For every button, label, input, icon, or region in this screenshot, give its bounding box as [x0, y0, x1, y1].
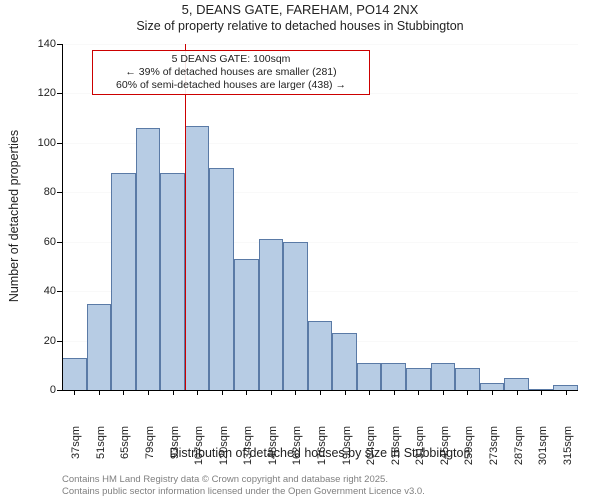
histogram-bar — [381, 363, 406, 390]
y-tick-label: 20 — [32, 335, 56, 347]
y-axis-line — [62, 44, 63, 390]
histogram-bar — [455, 368, 480, 390]
histogram-bar — [332, 333, 357, 390]
x-tick-mark — [369, 390, 370, 395]
x-tick-mark — [492, 390, 493, 395]
annotation-line2: ← 39% of detached houses are smaller (28… — [97, 66, 365, 79]
x-tick-label: 287sqm — [513, 426, 525, 476]
histogram-bar — [185, 126, 210, 390]
histogram-bar — [209, 168, 234, 390]
histogram-bar — [283, 242, 308, 390]
x-tick-label: 162sqm — [291, 426, 303, 476]
x-tick-mark — [320, 390, 321, 395]
y-tick-mark — [57, 44, 62, 45]
x-tick-mark — [148, 390, 149, 395]
histogram-bar — [357, 363, 382, 390]
annotation-line1: 5 DEANS GATE: 100sqm — [97, 53, 365, 66]
x-tick-mark — [173, 390, 174, 395]
histogram-bar — [259, 239, 284, 390]
plot-area: 5 DEANS GATE: 100sqm← 39% of detached ho… — [62, 44, 578, 390]
x-tick-label: 218sqm — [390, 426, 402, 476]
chart-title-block: 5, DEANS GATE, FAREHAM, PO14 2NX Size of… — [0, 2, 600, 34]
x-tick-mark — [517, 390, 518, 395]
x-tick-label: 190sqm — [341, 426, 353, 476]
x-tick-label: 51sqm — [95, 426, 107, 476]
marker-line — [185, 44, 186, 390]
y-tick-label: 120 — [32, 87, 56, 99]
x-tick-label: 120sqm — [218, 426, 230, 476]
x-tick-label: 93sqm — [169, 426, 181, 476]
x-tick-mark — [197, 390, 198, 395]
histogram-bar — [480, 383, 505, 390]
x-tick-label: 245sqm — [439, 426, 451, 476]
histogram-bar — [431, 363, 456, 390]
y-tick-mark — [57, 192, 62, 193]
x-tick-mark — [541, 390, 542, 395]
y-axis-title: Number of detached properties — [7, 116, 21, 316]
x-tick-mark — [271, 390, 272, 395]
x-tick-mark — [345, 390, 346, 395]
x-tick-label: 315sqm — [562, 426, 574, 476]
x-tick-mark — [566, 390, 567, 395]
x-tick-label: 148sqm — [267, 426, 279, 476]
chart-title-line1: 5, DEANS GATE, FAREHAM, PO14 2NX — [0, 2, 600, 18]
histogram-bar — [62, 358, 87, 390]
x-tick-mark — [222, 390, 223, 395]
x-tick-label: 259sqm — [463, 426, 475, 476]
y-tick-mark — [57, 341, 62, 342]
histogram-bar — [87, 304, 112, 391]
histogram-bar — [406, 368, 431, 390]
x-tick-mark — [394, 390, 395, 395]
y-tick-mark — [57, 291, 62, 292]
x-tick-label: 301sqm — [537, 426, 549, 476]
y-tick-label: 40 — [32, 285, 56, 297]
y-tick-mark — [57, 93, 62, 94]
chart-root: 5, DEANS GATE, FAREHAM, PO14 2NX Size of… — [0, 0, 600, 500]
x-tick-label: 107sqm — [193, 426, 205, 476]
x-tick-mark — [246, 390, 247, 395]
x-tick-label: 273sqm — [488, 426, 500, 476]
x-tick-mark — [418, 390, 419, 395]
x-tick-mark — [74, 390, 75, 395]
y-tick-label: 60 — [32, 236, 56, 248]
histogram-bar — [160, 173, 185, 390]
annotation-box: 5 DEANS GATE: 100sqm← 39% of detached ho… — [92, 50, 370, 95]
x-tick-label: 204sqm — [365, 426, 377, 476]
x-tick-mark — [99, 390, 100, 395]
x-tick-label: 176sqm — [316, 426, 328, 476]
histogram-bar — [136, 128, 161, 390]
x-tick-mark — [443, 390, 444, 395]
x-tick-label: 79sqm — [144, 426, 156, 476]
y-tick-mark — [57, 390, 62, 391]
y-tick-label: 0 — [32, 384, 56, 396]
histogram-bar — [504, 378, 529, 390]
y-tick-label: 80 — [32, 186, 56, 198]
chart-title-line2: Size of property relative to detached ho… — [0, 18, 600, 34]
y-tick-mark — [57, 242, 62, 243]
histogram-bar — [234, 259, 259, 390]
x-tick-mark — [123, 390, 124, 395]
x-tick-label: 65sqm — [119, 426, 131, 476]
footer-line2: Contains public sector information licen… — [62, 486, 425, 498]
y-tick-label: 100 — [32, 137, 56, 149]
y-tick-mark — [57, 143, 62, 144]
x-tick-label: 231sqm — [414, 426, 426, 476]
histogram-bar — [308, 321, 333, 390]
x-tick-label: 134sqm — [242, 426, 254, 476]
histogram-bar — [111, 173, 136, 390]
x-tick-mark — [467, 390, 468, 395]
y-tick-label: 140 — [32, 38, 56, 50]
x-tick-mark — [295, 390, 296, 395]
annotation-line3: 60% of semi-detached houses are larger (… — [97, 79, 365, 92]
footer-note: Contains HM Land Registry data © Crown c… — [62, 474, 425, 498]
grid-line — [62, 44, 578, 45]
x-tick-label: 37sqm — [70, 426, 82, 476]
